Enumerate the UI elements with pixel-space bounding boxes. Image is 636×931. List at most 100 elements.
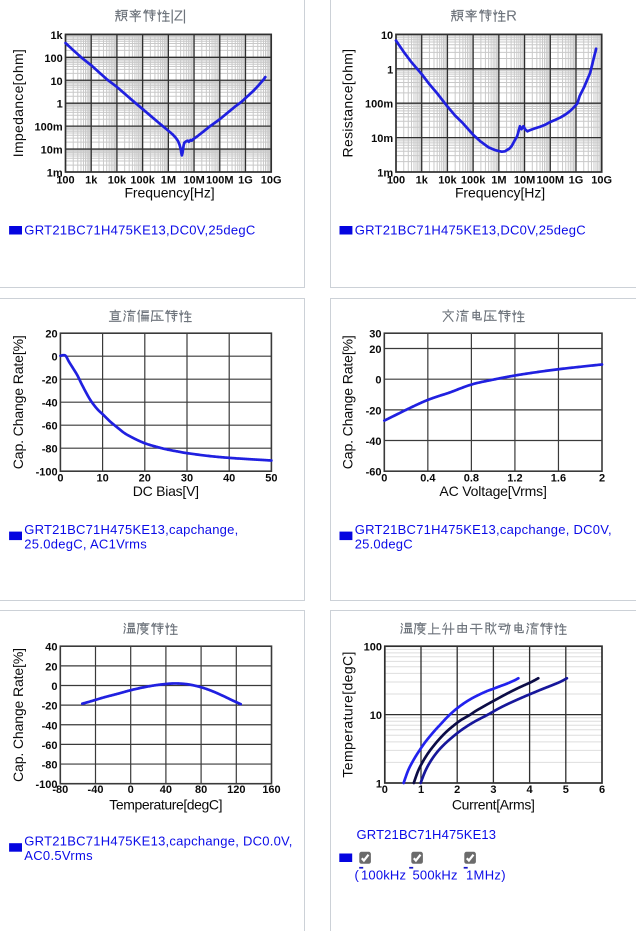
svg-text:-60: -60 (366, 467, 382, 479)
svg-text:0: 0 (57, 472, 63, 484)
svg-text:10M: 10M (183, 175, 204, 187)
svg-text:Frequency[Hz]: Frequency[Hz] (124, 184, 214, 200)
svg-text:-80: -80 (42, 760, 58, 772)
svg-text:3: 3 (490, 784, 496, 796)
svg-text:Temperature[degC]: Temperature[degC] (339, 652, 355, 778)
svg-text:160: 160 (262, 784, 280, 796)
svg-text:-100: -100 (35, 779, 57, 791)
svg-text:100M: 100M (537, 175, 565, 187)
svg-text:10: 10 (370, 710, 382, 722)
svg-text:100m: 100m (365, 99, 393, 111)
svg-text:10: 10 (381, 30, 393, 42)
svg-text:1: 1 (387, 64, 393, 76)
svg-text:1.6: 1.6 (551, 472, 566, 484)
svg-text:50: 50 (265, 472, 277, 484)
svg-text:1G: 1G (569, 175, 584, 187)
svg-text:0.4: 0.4 (420, 472, 436, 484)
svg-text:1.2: 1.2 (507, 472, 522, 484)
svg-text:Cap. Change Rate[%]: Cap. Change Rate[%] (10, 648, 26, 782)
svg-text:-20: -20 (366, 405, 382, 417)
svg-text:-60: -60 (42, 740, 58, 752)
svg-text:5: 5 (563, 784, 569, 796)
svg-text:1m: 1m (377, 168, 393, 180)
svg-text:10m: 10m (41, 145, 63, 157)
svg-text:): ) (501, 868, 505, 883)
svg-text:0.8: 0.8 (464, 472, 479, 484)
svg-text:4: 4 (527, 784, 534, 796)
svg-text:1M: 1M (491, 175, 506, 187)
svg-text:Z: Z (174, 7, 183, 24)
svg-text:Temperature[degC]: Temperature[degC] (109, 797, 222, 813)
svg-text:Frequency[Hz]: Frequency[Hz] (455, 184, 545, 200)
svg-text:-80: -80 (42, 444, 58, 456)
svg-text:0: 0 (375, 375, 381, 387)
svg-text:10: 10 (96, 472, 108, 484)
svg-text:20: 20 (45, 661, 57, 673)
svg-text:500kHz: 500kHz (413, 868, 458, 883)
svg-text:DC Bias[V]: DC Bias[V] (133, 483, 199, 499)
svg-text:-100: -100 (36, 467, 58, 479)
svg-text:0: 0 (51, 681, 57, 693)
svg-text:10k: 10k (108, 175, 127, 187)
svg-text:GRT21BC71H475KE13,DC0V,25degC: GRT21BC71H475KE13,DC0V,25degC (24, 223, 255, 238)
svg-text:0: 0 (128, 784, 134, 796)
svg-text:100: 100 (387, 175, 405, 187)
svg-text:10G: 10G (591, 175, 612, 187)
svg-text:AC Voltage[Vrms]: AC Voltage[Vrms] (439, 483, 547, 499)
svg-text:GRT21BC71H475KE13,capchange, D: GRT21BC71H475KE13,capchange, DC0V, (355, 522, 612, 537)
svg-text:100k: 100k (130, 175, 155, 187)
svg-text:20: 20 (369, 344, 381, 356)
svg-text:|: | (183, 7, 187, 24)
svg-text:1M: 1M (161, 175, 176, 187)
svg-text:(: ( (355, 868, 360, 883)
svg-text:|: | (170, 7, 174, 24)
svg-text:10m: 10m (371, 133, 393, 145)
svg-text:2: 2 (599, 472, 605, 484)
svg-text:GRT21BC71H475KE13: GRT21BC71H475KE13 (357, 827, 497, 842)
svg-text:100: 100 (56, 175, 74, 187)
svg-text:-40: -40 (88, 784, 104, 796)
svg-text:10k: 10k (438, 175, 457, 187)
svg-text:0: 0 (381, 472, 387, 484)
svg-text:1k: 1k (416, 175, 429, 187)
svg-text:100kHz: 100kHz (361, 868, 406, 883)
svg-text:Current[Arms]: Current[Arms] (452, 797, 535, 813)
svg-text:1k: 1k (50, 30, 63, 42)
svg-text:-20: -20 (42, 375, 58, 387)
svg-text:1m: 1m (47, 168, 63, 180)
svg-text:GRT21BC71H475KE13,capchange, D: GRT21BC71H475KE13,capchange, DC0.0V, (24, 833, 292, 848)
svg-text:0: 0 (51, 352, 57, 364)
svg-text:30: 30 (181, 472, 193, 484)
svg-text:-20: -20 (42, 701, 58, 713)
svg-text:1MHz: 1MHz (466, 868, 501, 883)
svg-text:30: 30 (369, 329, 381, 341)
svg-text:-80: -80 (52, 784, 68, 796)
svg-text:100: 100 (364, 642, 382, 654)
svg-text:Resistance[ohm]: Resistance[ohm] (339, 49, 355, 158)
svg-text:-60: -60 (42, 421, 58, 433)
svg-text:1G: 1G (238, 175, 253, 187)
svg-text:1k: 1k (85, 175, 98, 187)
svg-text:120: 120 (227, 784, 245, 796)
svg-text:40: 40 (45, 642, 57, 654)
svg-text:20: 20 (139, 472, 151, 484)
svg-text:40: 40 (223, 472, 235, 484)
svg-text:Impedance[ohm]: Impedance[ohm] (10, 49, 26, 157)
svg-text:1: 1 (376, 779, 382, 791)
svg-text:-40: -40 (366, 436, 382, 448)
svg-text:2: 2 (454, 784, 460, 796)
svg-text:1: 1 (57, 99, 63, 111)
svg-text:100M: 100M (206, 175, 234, 187)
svg-text:10G: 10G (261, 175, 282, 187)
svg-text:25.0degC: 25.0degC (355, 536, 413, 551)
svg-text:10: 10 (50, 76, 62, 88)
svg-text:100: 100 (44, 53, 62, 65)
svg-text:20: 20 (45, 329, 57, 341)
svg-text:AC0.5Vrms: AC0.5Vrms (24, 848, 93, 863)
svg-text:R: R (506, 7, 517, 24)
svg-text:100m: 100m (35, 122, 63, 134)
svg-text:-40: -40 (42, 720, 58, 732)
svg-text:10M: 10M (514, 175, 535, 187)
svg-text:6: 6 (599, 784, 605, 796)
svg-text:80: 80 (195, 784, 207, 796)
